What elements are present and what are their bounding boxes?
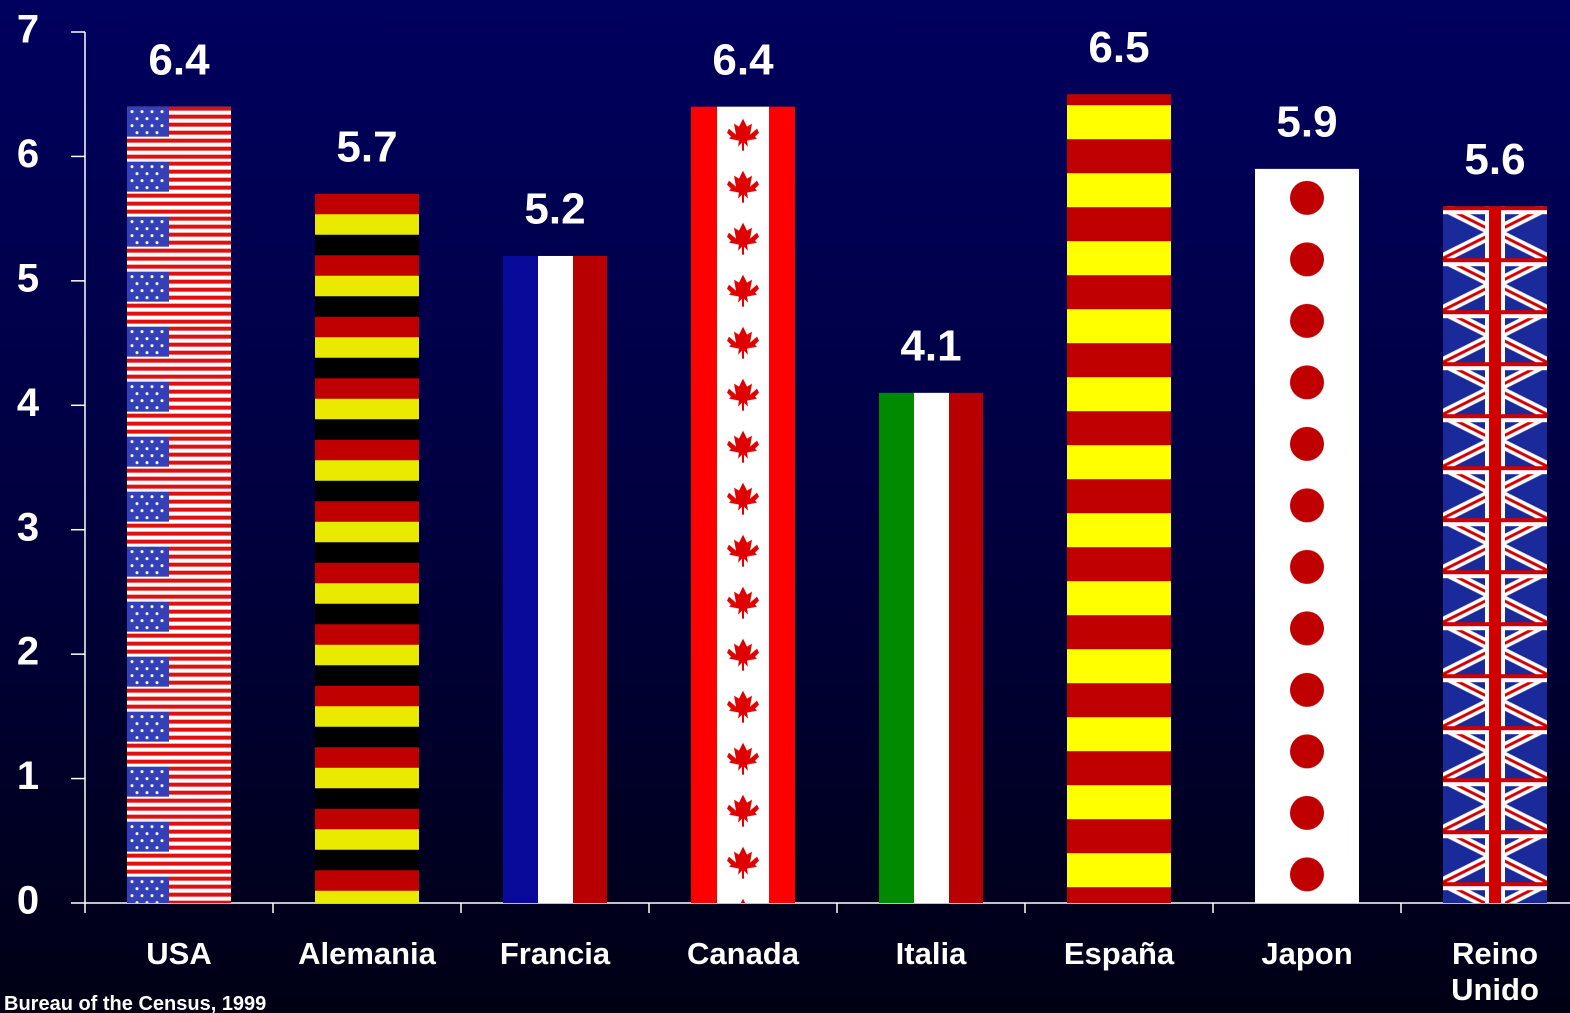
value-label: 6.4 bbox=[148, 35, 210, 84]
value-label: 5.6 bbox=[1464, 135, 1525, 184]
x-tick-label: Japon bbox=[1261, 936, 1353, 971]
y-tick-label: 5 bbox=[17, 256, 39, 300]
bar bbox=[1255, 168, 1359, 903]
x-tick-label: USA bbox=[146, 936, 212, 971]
x-tick-label: Reino Unido bbox=[1451, 936, 1539, 1007]
x-tick-label: Alemania bbox=[298, 936, 436, 971]
y-tick-label: 6 bbox=[17, 132, 39, 176]
value-label: 6.5 bbox=[1088, 23, 1149, 72]
y-tick-label: 1 bbox=[17, 754, 39, 798]
bar bbox=[1443, 206, 1547, 903]
x-tick-label: Italia bbox=[895, 936, 967, 971]
value-label: 4.1 bbox=[900, 321, 961, 370]
y-tick-label: 4 bbox=[17, 381, 40, 425]
y-tick-label: 2 bbox=[17, 630, 39, 674]
y-tick-label: 3 bbox=[17, 505, 39, 549]
bar bbox=[691, 106, 795, 903]
x-tick-label: Canada bbox=[687, 936, 799, 971]
bar bbox=[127, 106, 231, 903]
bar bbox=[1067, 94, 1171, 903]
value-label: 6.4 bbox=[712, 35, 774, 84]
x-tick-label: Francia bbox=[499, 936, 611, 971]
value-label: 5.2 bbox=[524, 185, 585, 234]
source-note: Bureau of the Census, 1999 bbox=[4, 993, 266, 1013]
value-label: 5.7 bbox=[336, 122, 397, 171]
y-tick-label: 0 bbox=[17, 879, 39, 923]
bar bbox=[879, 392, 983, 903]
x-tick-label: España bbox=[1063, 936, 1175, 971]
value-label: 5.9 bbox=[1276, 97, 1337, 146]
bar bbox=[503, 255, 607, 903]
bar bbox=[315, 193, 419, 903]
y-tick-label: 7 bbox=[17, 8, 39, 52]
